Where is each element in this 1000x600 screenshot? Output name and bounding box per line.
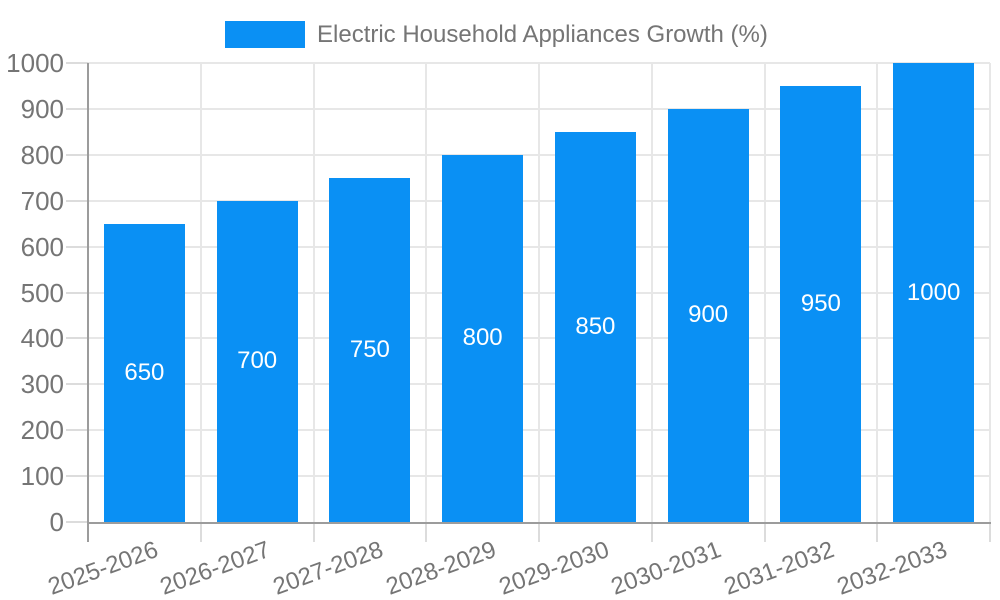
bar-2031-2032[interactable]: 950 <box>780 85 862 522</box>
bar-2030-2031[interactable]: 900 <box>667 108 749 522</box>
y-tick <box>66 107 88 110</box>
legend-swatch <box>225 21 305 48</box>
y-axis-tick-label: 200 <box>20 415 64 446</box>
bar-value-label: 750 <box>349 335 390 363</box>
bar-value-label: 800 <box>462 324 503 352</box>
x-axis-tick-label: 2031-2032 <box>720 536 838 600</box>
y-axis-line <box>87 63 89 542</box>
bar-2025-2026[interactable]: 650 <box>103 223 185 522</box>
y-axis-tick-label: 1000 <box>6 48 64 78</box>
x-axis-tick-label: 2032-2033 <box>833 536 951 600</box>
x-axis-tick-label: 2025-2026 <box>44 536 162 600</box>
x-axis-tick-label: 2026-2027 <box>156 536 275 600</box>
x-axis-line <box>87 522 991 524</box>
y-tick <box>66 429 88 432</box>
bar-2032-2033[interactable]: 1000 <box>893 63 975 522</box>
bar-2027-2028[interactable]: 750 <box>329 177 411 522</box>
y-tick <box>66 521 88 523</box>
x-tick <box>650 522 653 542</box>
y-tick <box>66 245 88 248</box>
x-tick <box>989 522 991 542</box>
bar-value-label: 900 <box>688 301 729 329</box>
x-tick <box>763 522 766 542</box>
x-tick <box>538 522 540 542</box>
chart-legend: Electric Household Appliances Growth (%) <box>225 21 768 48</box>
x-gridline <box>538 63 540 522</box>
y-axis-tick-label: 300 <box>20 369 64 400</box>
x-gridline <box>199 63 202 522</box>
x-axis-tick-label: 2027-2028 <box>269 536 387 600</box>
y-axis-tick-label: 0 <box>49 507 64 537</box>
x-gridline <box>989 63 991 522</box>
y-tick <box>66 337 88 340</box>
bar-value-label: 650 <box>124 358 165 386</box>
x-gridline <box>876 63 879 522</box>
x-gridline <box>650 63 653 522</box>
bar-value-label: 1000 <box>906 278 961 306</box>
x-gridline <box>312 63 315 522</box>
y-tick <box>66 475 88 478</box>
bar-2028-2029[interactable]: 800 <box>442 154 524 522</box>
x-tick <box>312 522 315 542</box>
x-tick <box>876 522 879 542</box>
y-axis-tick-label: 100 <box>20 461 64 492</box>
x-tick <box>199 522 202 542</box>
x-axis-tick-label: 2030-2031 <box>607 536 726 600</box>
y-axis-tick-label: 600 <box>20 231 64 262</box>
x-gridline <box>425 63 428 522</box>
chart-title: Electric Household Appliances Growth (%) <box>317 20 768 48</box>
x-tick <box>425 522 428 542</box>
y-tick <box>66 291 88 294</box>
bar-2026-2027[interactable]: 700 <box>216 200 298 522</box>
bar-value-label: 950 <box>800 289 841 317</box>
y-tick <box>66 199 88 202</box>
bar-2029-2030[interactable]: 850 <box>554 131 636 522</box>
bar-value-label: 850 <box>575 312 616 340</box>
y-axis-tick-label: 400 <box>20 323 64 354</box>
y-tick <box>66 383 88 386</box>
y-axis-tick-label: 700 <box>20 185 64 216</box>
x-axis-tick-label: 2029-2030 <box>495 536 613 600</box>
x-axis-tick-label: 2028-2029 <box>382 536 500 600</box>
y-axis-tick-label: 800 <box>20 139 64 170</box>
x-gridline <box>763 63 766 522</box>
bar-value-label: 700 <box>237 347 278 375</box>
y-tick <box>66 62 88 64</box>
y-axis-tick-label: 900 <box>20 93 64 124</box>
y-tick <box>66 153 88 156</box>
y-axis-tick-label: 500 <box>20 277 64 308</box>
